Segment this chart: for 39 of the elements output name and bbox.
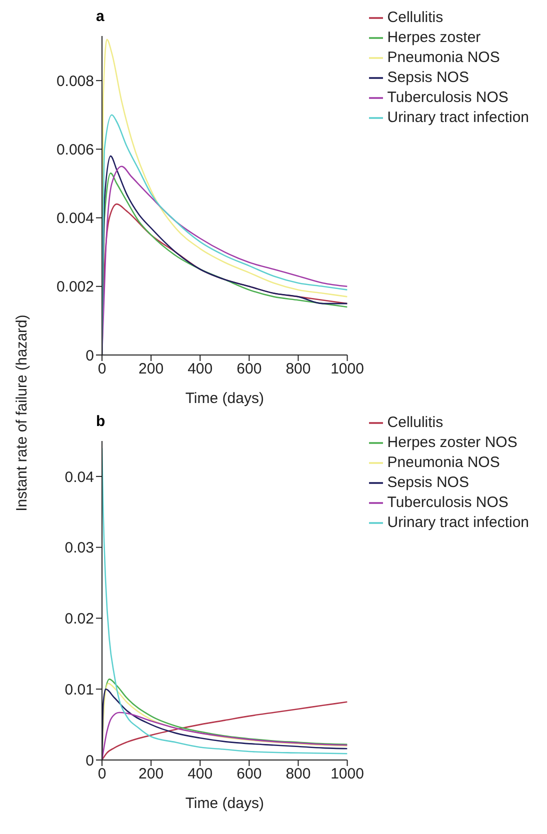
legend-label: Cellulitis (387, 414, 444, 431)
y-tick-label: 0.04 (64, 468, 94, 486)
legend-label: Urinary tract infection (387, 514, 529, 531)
x-tick-label: 200 (138, 766, 164, 783)
x-tick-label: 1000 (330, 766, 364, 783)
legend-label: Tuberculosis NOS (387, 494, 508, 511)
legend-label: Herpes zoster (387, 29, 481, 46)
y-tick-label: 0.006 (56, 142, 94, 159)
y-tick-label: 0.002 (56, 278, 94, 296)
x-axis-title: Time (days) (185, 795, 264, 812)
legend-label: Tuberculosis NOS (387, 89, 508, 106)
x-tick-label: 0 (98, 766, 106, 783)
x-tick-label: 200 (138, 360, 164, 378)
legend-label: Cellulitis (387, 9, 444, 26)
x-tick-label: 1000 (330, 360, 364, 378)
x-tick-label: 600 (236, 766, 262, 783)
x-axis-title: Time (days) (185, 390, 264, 407)
x-tick-label: 400 (188, 766, 213, 783)
y-tick-label: 0.008 (56, 72, 94, 90)
x-tick-label: 400 (188, 360, 213, 378)
x-tick-label: 0 (98, 360, 106, 378)
legend-label: Urinary tract infection (387, 109, 529, 126)
y-axis-title: Instant rate of failure (hazard) (14, 314, 30, 512)
legend-label: Pneumonia NOS (387, 454, 500, 471)
y-tick-label: 0 (86, 752, 94, 770)
y-tick-label: 0.01 (64, 681, 94, 698)
chart-title: a (96, 8, 104, 25)
x-tick-label: 600 (236, 360, 262, 378)
y-tick-label: 0.02 (64, 610, 94, 628)
legend-label: Pneumonia NOS (387, 49, 500, 66)
y-tick-label: 0.03 (64, 540, 94, 557)
legend-label: Sepsis NOS (387, 474, 469, 491)
y-tick-label: 0 (86, 347, 94, 364)
chart-title: b (96, 413, 106, 430)
legend-label: Herpes zoster NOS (387, 434, 518, 451)
x-tick-label: 800 (286, 766, 311, 783)
y-tick-label: 0.004 (56, 210, 94, 228)
legend-label: Sepsis NOS (387, 69, 469, 86)
x-tick-label: 800 (286, 360, 311, 378)
